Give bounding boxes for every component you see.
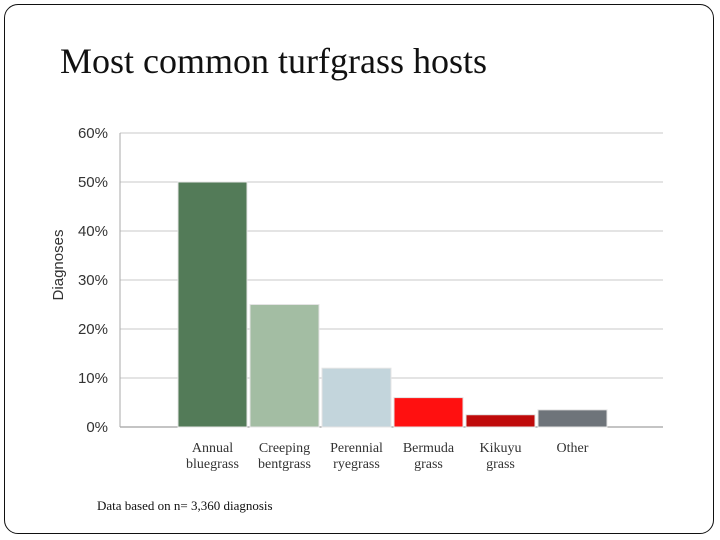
x-category-label: Kikuyu	[480, 441, 522, 456]
x-category-label: grass	[414, 457, 443, 472]
x-category-label: Perennial	[330, 441, 383, 456]
y-axis-label: Diagnoses	[50, 230, 67, 301]
x-category-label: Creeping	[259, 441, 310, 456]
bar	[177, 181, 248, 428]
x-category-label: Bermuda	[403, 441, 455, 456]
slide-title: Most common turfgrass hosts	[60, 41, 487, 81]
x-category-label: ryegrass	[333, 457, 380, 472]
y-tick-label: 10%	[78, 370, 108, 387]
bar	[537, 409, 608, 428]
x-category-label: Annual	[192, 441, 233, 456]
bar	[393, 397, 464, 428]
x-category-label: bentgrass	[258, 457, 311, 472]
bar	[465, 414, 536, 428]
x-category-label: bluegrass	[186, 457, 239, 472]
y-tick-label: 40%	[78, 223, 108, 240]
y-tick-label: 30%	[78, 272, 108, 289]
x-category-label: grass	[486, 457, 515, 472]
x-category-label: Other	[557, 441, 589, 456]
y-tick-label: 0%	[86, 419, 108, 436]
bar	[249, 304, 320, 428]
y-tick-label: 60%	[78, 125, 108, 142]
y-tick-label: 20%	[78, 321, 108, 338]
bar	[321, 367, 392, 428]
slide-frame	[4, 4, 714, 534]
footnote: Data based on n= 3,360 diagnosis	[97, 498, 273, 513]
y-tick-label: 50%	[78, 174, 108, 191]
